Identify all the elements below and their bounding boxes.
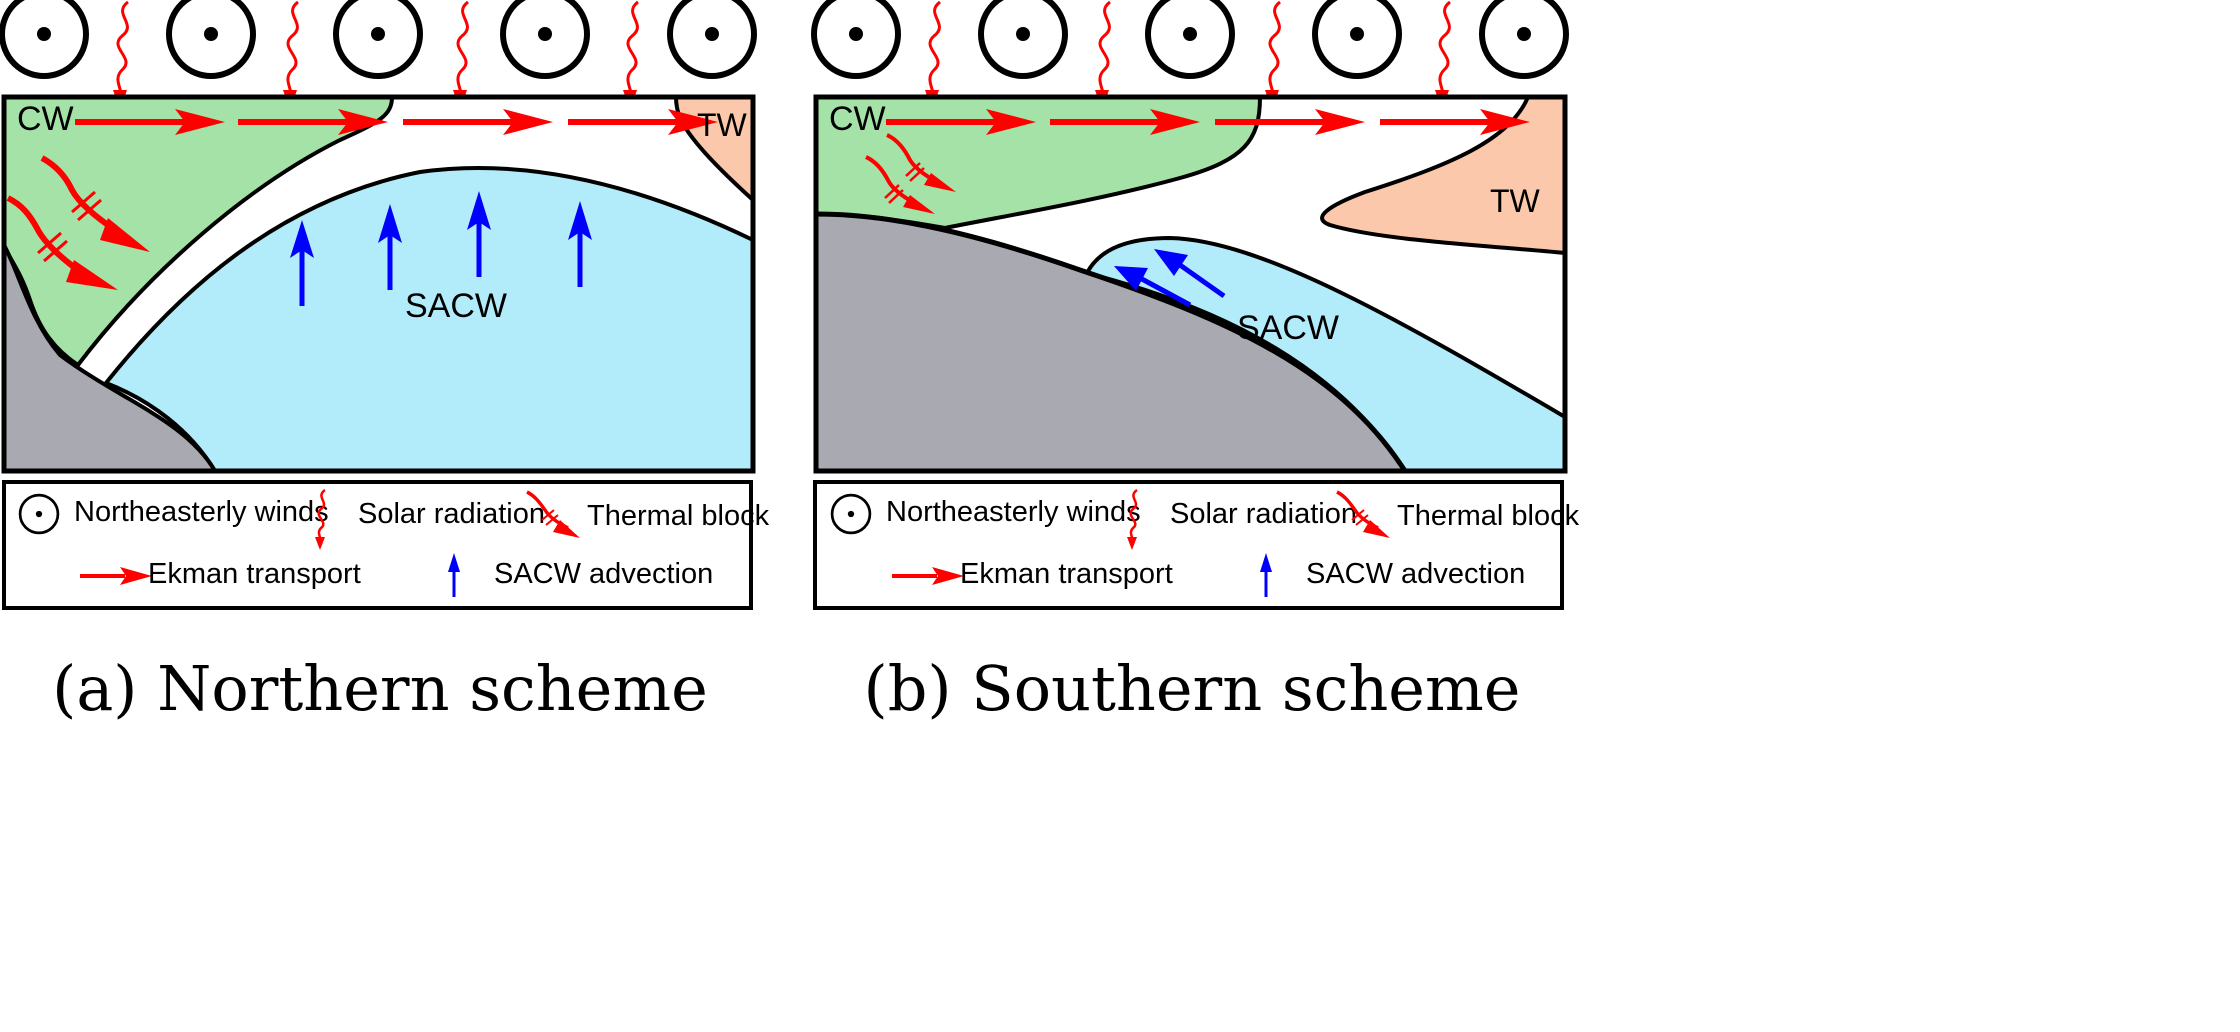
cw-label: CW [17,100,74,138]
cw-region [2,95,395,368]
tw-label: TW [1490,183,1541,219]
solar-radiation-icon [923,0,942,112]
tw-region [1320,95,1567,256]
tw-label: TW [697,107,748,143]
wind-icon [169,0,253,76]
legend-thermal-label: Thermal block [587,500,770,532]
wind-icon [981,0,1065,76]
legend-b: Northeasterly winds Solar radiation Ther… [813,480,1580,610]
wind-icon [1315,0,1399,76]
wind-icon [1482,0,1566,76]
sacw-advection-arrow-icon [448,553,460,597]
wind-icon [503,0,587,76]
sacw-advection-arrow-icon [378,204,402,290]
thermal-block-icon [40,155,150,252]
wind-icon [814,0,898,76]
sacw-advection-arrow-icon [290,220,314,306]
panel-a: CW TW SACW Northeasterly winds Solar rad… [2,0,770,725]
solar-radiation-icon [281,0,300,112]
land-region [813,211,1410,474]
sacw-advection-arrow-icon [568,201,592,287]
panel-b: CW TW SACW Northeasterly winds Solar rad… [814,0,1580,725]
sacw-label: SACW [405,287,507,325]
wind-icon [670,0,754,76]
sacw-advection-arrow-icon [467,191,491,277]
sacw-region [1084,235,1567,473]
wind-icon [336,0,420,76]
wind-row [814,0,1566,112]
legend-a: Northeasterly winds Solar radiation Ther… [2,480,770,610]
caption-b: (b) Southern scheme [864,652,1521,725]
solar-radiation-icon [111,0,130,112]
legend-solar-label: Solar radiation [358,498,545,530]
legend-advection-label: SACW advection [494,558,713,590]
solar-radiation-icon [1263,0,1282,112]
sacw-label: SACW [1237,309,1339,347]
sacw-advection-arrow-icon [1154,249,1226,299]
sacw-advection-arrow-icon [1260,553,1272,597]
thermal-block-icon [886,133,956,192]
solar-radiation-icon [1433,0,1452,112]
solar-radiation-icon [621,0,640,112]
legend-thermal-label: Thermal block [1397,500,1580,532]
wind-icon [830,493,872,535]
caption-a: (a) Northern scheme [52,652,708,725]
thermal-block-icon [6,195,118,290]
thermal-block-icon [526,490,580,538]
cross-section: CW TW SACW [1,94,756,474]
cross-section: CW TW SACW [813,94,1568,474]
wind-icon [1148,0,1232,76]
thermal-block-icon [865,155,935,214]
land-region [2,244,219,473]
legend-winds-label: Northeasterly winds [74,496,329,528]
legend-winds-label: Northeasterly winds [886,496,1141,528]
thermal-block-icon [1336,490,1390,538]
legend-ekman-label: Ekman transport [960,558,1173,590]
legend-advection-label: SACW advection [1306,558,1525,590]
wind-icon [18,493,60,535]
solar-radiation-icon [1093,0,1112,112]
sacw-advection-arrow-icon [1114,266,1192,308]
wind-icon [2,0,86,76]
legend-ekman-label: Ekman transport [148,558,361,590]
wind-row [2,0,754,112]
legend-solar-label: Solar radiation [1170,498,1357,530]
cw-label: CW [829,100,886,138]
solar-radiation-icon [451,0,470,112]
